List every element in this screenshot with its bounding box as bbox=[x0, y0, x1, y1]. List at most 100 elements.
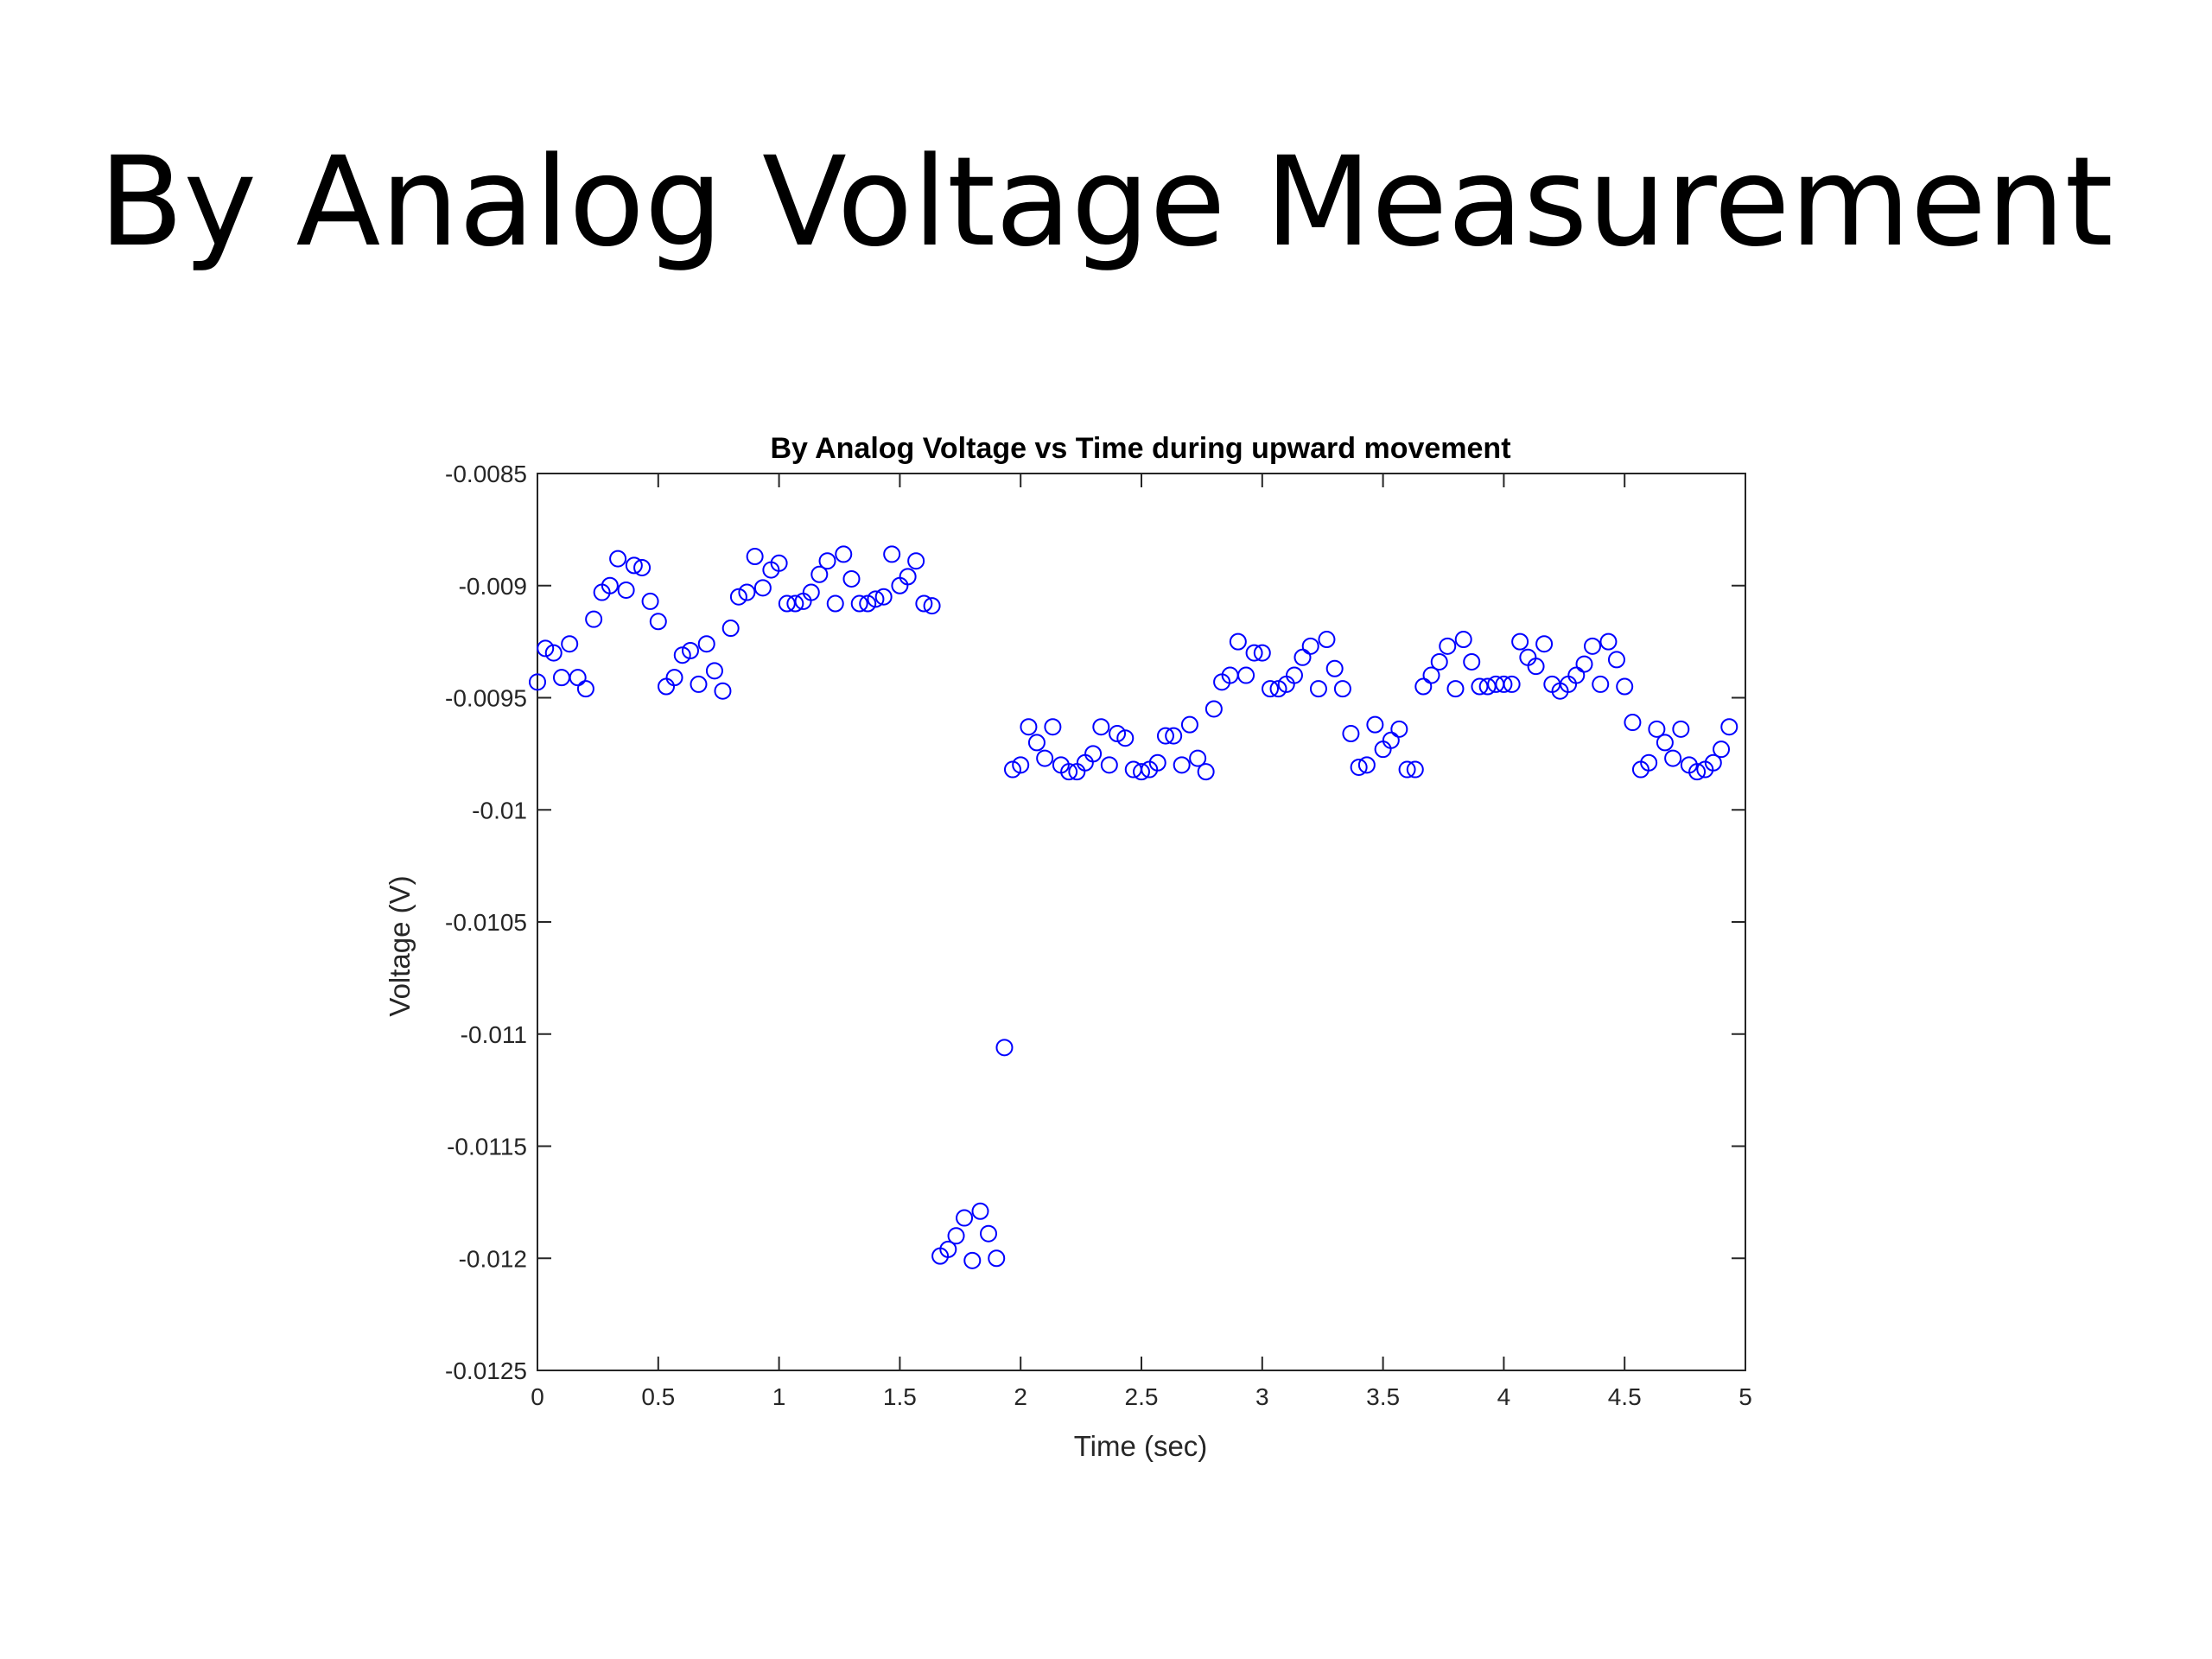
data-point bbox=[729, 588, 747, 606]
y-axis-label: Voltage (V) bbox=[384, 875, 416, 1016]
data-point bbox=[665, 669, 683, 687]
data-point bbox=[1116, 729, 1135, 747]
data-point bbox=[609, 550, 627, 568]
x-axis: 0 0.5 1 1.5 2 2.5 3 3.5 4 4.5 5 bbox=[531, 474, 1752, 1410]
data-point bbox=[1422, 666, 1440, 684]
data-point bbox=[1535, 635, 1554, 653]
data-point bbox=[1471, 677, 1489, 696]
y-tick-label: -0.012 bbox=[459, 1245, 527, 1272]
data-point bbox=[746, 548, 764, 566]
data-point bbox=[1390, 720, 1408, 738]
data-point bbox=[988, 1249, 1006, 1268]
y-axis: -0.0085 -0.009 -0.0095 -0.01 -0.0105 -0.011 -0… bbox=[445, 461, 1745, 1384]
data-point bbox=[1333, 680, 1351, 698]
x-tick-label: 3 bbox=[1255, 1383, 1269, 1410]
data-point bbox=[1607, 651, 1625, 669]
data-point bbox=[1012, 756, 1030, 774]
data-point bbox=[915, 594, 933, 613]
data-point bbox=[714, 682, 732, 700]
data-point bbox=[1648, 720, 1666, 738]
data-point bbox=[963, 1251, 982, 1269]
data-point bbox=[641, 592, 659, 610]
data-point bbox=[956, 1209, 974, 1227]
data-point bbox=[585, 610, 603, 628]
data-point bbox=[810, 565, 829, 583]
y-tick-label: -0.01 bbox=[472, 797, 527, 823]
data-point bbox=[995, 1039, 1014, 1057]
data-point bbox=[1688, 763, 1707, 781]
plot-frame bbox=[537, 473, 1746, 1371]
data-point bbox=[658, 677, 676, 696]
x-tick-label: 4.5 bbox=[1608, 1383, 1642, 1410]
data-point bbox=[1446, 680, 1465, 698]
y-tick-label: -0.0095 bbox=[445, 685, 527, 712]
data-point bbox=[867, 590, 885, 608]
data-point bbox=[923, 597, 941, 615]
data-point bbox=[939, 1240, 957, 1258]
x-tick-label: 0 bbox=[531, 1383, 544, 1410]
data-point bbox=[1398, 760, 1416, 779]
data-point bbox=[1664, 749, 1682, 767]
data-point bbox=[625, 556, 643, 575]
data-point bbox=[1036, 749, 1054, 767]
data-point bbox=[835, 545, 853, 563]
data-point bbox=[826, 594, 844, 613]
data-point bbox=[738, 583, 756, 601]
data-point bbox=[1495, 675, 1513, 693]
data-point bbox=[1592, 675, 1610, 693]
data-point bbox=[1342, 725, 1360, 743]
data-point bbox=[1463, 652, 1481, 671]
data-point bbox=[1325, 659, 1344, 677]
data-point bbox=[1704, 753, 1722, 772]
x-tick-label: 5 bbox=[1738, 1383, 1752, 1410]
data-point bbox=[1092, 718, 1110, 736]
data-point bbox=[907, 552, 925, 570]
data-point bbox=[1245, 644, 1263, 662]
data-point bbox=[1100, 756, 1118, 774]
data-point bbox=[1567, 666, 1586, 684]
y-tick-label: -0.009 bbox=[459, 573, 527, 600]
data-point bbox=[1076, 753, 1094, 772]
data-point bbox=[1527, 658, 1545, 676]
data-point bbox=[1519, 648, 1537, 666]
y-tick-label: -0.0115 bbox=[447, 1134, 527, 1160]
data-point bbox=[1584, 637, 1602, 655]
data-point bbox=[842, 569, 861, 588]
data-point bbox=[1357, 756, 1376, 774]
data-point bbox=[1285, 666, 1303, 684]
data-point bbox=[753, 579, 772, 597]
data-point bbox=[802, 583, 820, 601]
x-axis-label: Time (sec) bbox=[1074, 1430, 1208, 1462]
data-point bbox=[601, 576, 619, 594]
data-point bbox=[1374, 741, 1392, 759]
y-tick-label: -0.0125 bbox=[445, 1357, 527, 1384]
data-point bbox=[947, 1227, 965, 1245]
slide-title: By Analog Voltage Measurement bbox=[99, 130, 2113, 274]
data-point bbox=[980, 1224, 998, 1243]
data-point bbox=[537, 639, 555, 658]
x-tick-label: 4 bbox=[1497, 1383, 1511, 1410]
data-point bbox=[1262, 680, 1280, 698]
data-point bbox=[1503, 675, 1521, 693]
data-point bbox=[1165, 727, 1183, 745]
data-point bbox=[690, 675, 708, 693]
y-tick-label: -0.0085 bbox=[445, 461, 527, 487]
data-point bbox=[1229, 632, 1247, 651]
x-tick-label: 2 bbox=[1014, 1383, 1027, 1410]
data-point bbox=[1205, 700, 1223, 718]
data-point bbox=[1318, 631, 1336, 649]
data-point bbox=[1253, 644, 1271, 662]
data-point bbox=[1575, 655, 1593, 673]
data-point bbox=[1656, 734, 1674, 752]
data-point bbox=[891, 576, 909, 594]
data-point bbox=[617, 581, 635, 599]
data-point bbox=[1044, 718, 1062, 736]
data-point bbox=[1027, 734, 1046, 752]
chart-title: By Analog Voltage vs Time during upward … bbox=[770, 432, 1510, 465]
data-point bbox=[770, 554, 788, 572]
data-point bbox=[1301, 637, 1319, 655]
data-point bbox=[1173, 756, 1191, 774]
data-point bbox=[1020, 718, 1038, 736]
data-point bbox=[544, 644, 563, 662]
